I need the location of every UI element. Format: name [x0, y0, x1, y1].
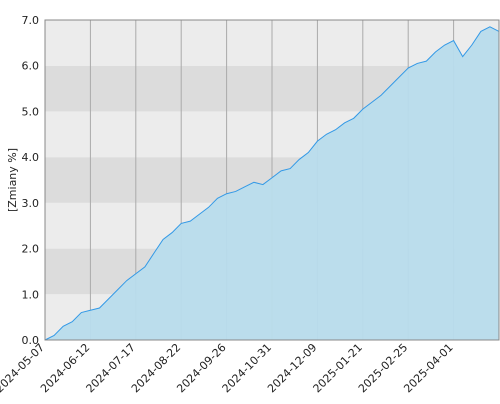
y-tick-label: 6.0	[22, 60, 40, 73]
line	[44, 26, 500, 341]
y-tick-label: 7.0	[22, 14, 40, 27]
y-tick-label: 1.0	[22, 288, 40, 301]
y-axis-label: [Zmiany %]	[6, 148, 19, 212]
y-tick-label: 2.0	[22, 243, 40, 256]
y-tick-label: 5.0	[22, 105, 40, 118]
plot-border	[44, 19, 500, 341]
y-tick-label: 3.0	[22, 197, 40, 210]
area	[45, 26, 499, 340]
x-tick-label: 2025-04-01	[401, 341, 455, 395]
y-tick-label: 0.0	[22, 334, 40, 347]
y-tick-label: 4.0	[22, 151, 40, 164]
